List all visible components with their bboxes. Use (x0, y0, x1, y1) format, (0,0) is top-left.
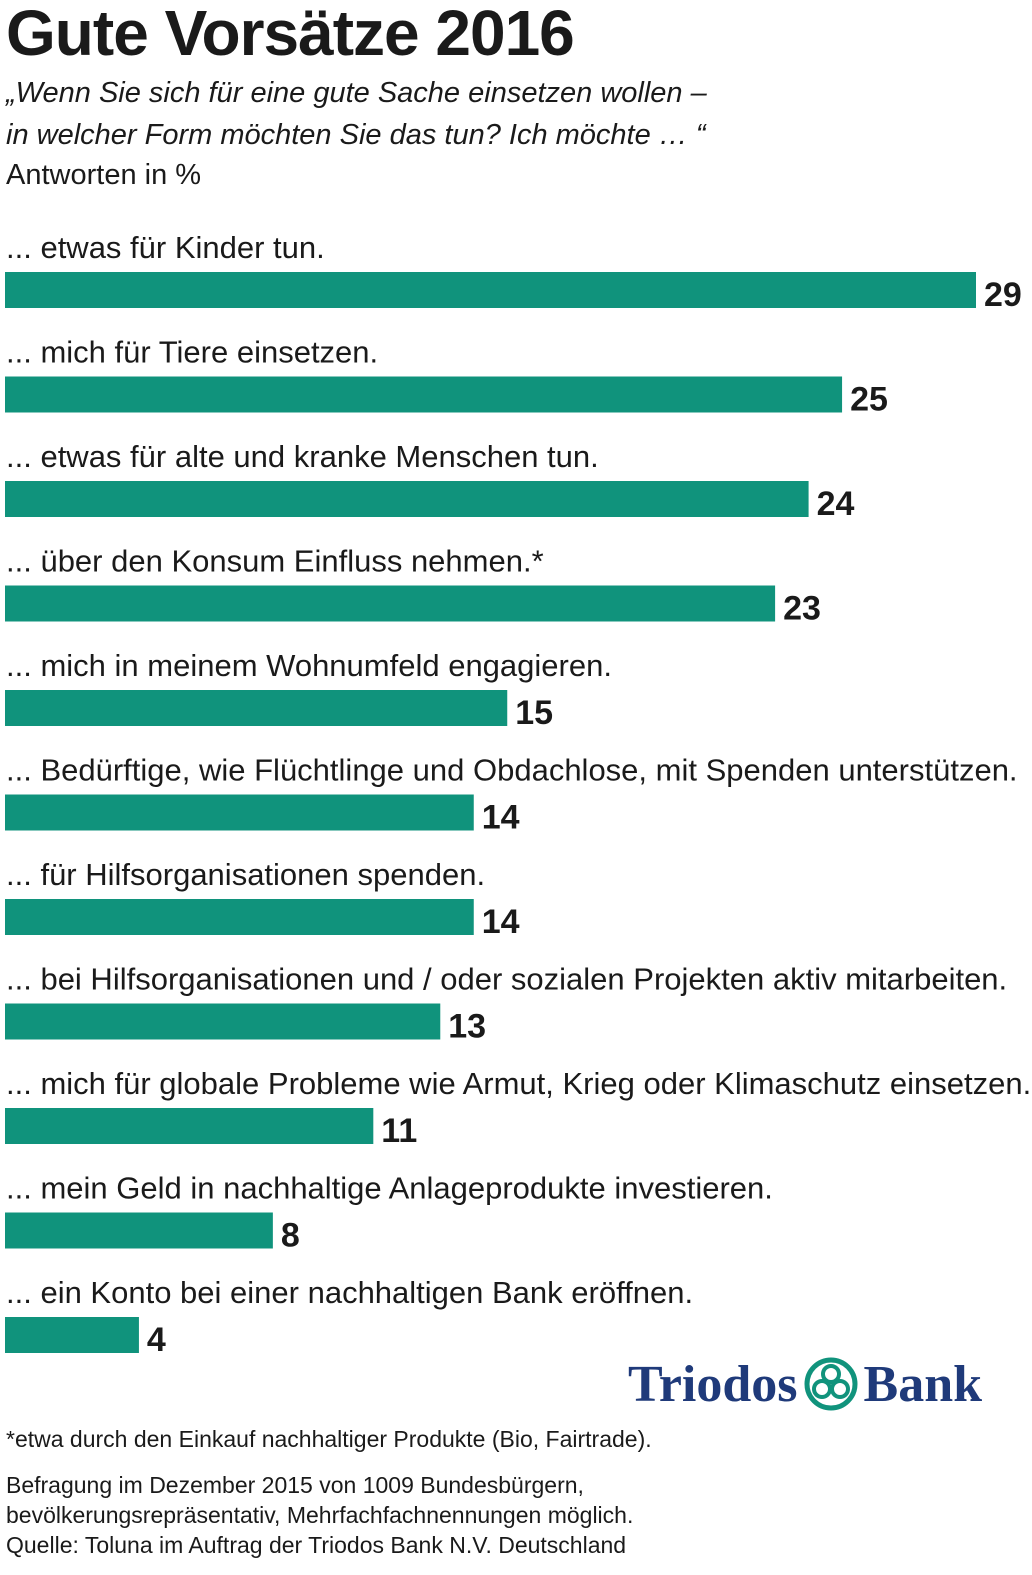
bar-label: ... bei Hilfsorganisationen und / oder s… (6, 962, 1007, 997)
bar (5, 899, 474, 935)
bar (5, 1212, 273, 1249)
bar-label: ... für Hilfsorganisationen spenden. (6, 857, 485, 892)
bar-value-label: 25 (850, 381, 888, 419)
bar-label: ... mich in meinem Wohnumfeld engagieren… (6, 648, 612, 683)
bar-label: ... mich für Tiere einsetzen. (6, 335, 378, 370)
chart-title: Gute Vorsätze 2016 (6, 0, 575, 69)
bar (5, 1003, 441, 1040)
bar (5, 794, 474, 831)
unit-label: Antworten in % (6, 159, 202, 191)
bar (5, 272, 976, 308)
source-line: bevölkerungsrepräsentativ, Mehrfachfachn… (6, 1502, 634, 1528)
bar-value-label: 4 (147, 1321, 166, 1355)
bar-value-label: 14 (482, 799, 520, 837)
bar-label: ... etwas für Kinder tun. (6, 230, 325, 265)
bar-value-label: 15 (515, 694, 553, 732)
triodos-bank-logo: Triodos Bank (628, 1354, 982, 1414)
bar (5, 481, 809, 517)
source-line: Befragung im Dezember 2015 von 1009 Bund… (6, 1472, 584, 1498)
logo-text-right: Bank (863, 1355, 983, 1413)
bar-label: ... mein Geld in nachhaltige Anlageprodu… (6, 1171, 773, 1206)
bar-value-label: 11 (381, 1112, 417, 1150)
bar (5, 585, 776, 622)
bar-label: ... Bedürftige, wie Flüchtlinge und Obda… (6, 753, 1018, 788)
bar-label: ... über den Konsum Einfluss nehmen.* (6, 544, 544, 579)
footnote: *etwa durch den Einkauf nachhaltiger Pro… (6, 1426, 652, 1452)
bar-value-label: 8 (281, 1217, 300, 1255)
logo-text-left: Triodos (628, 1355, 798, 1413)
bar-value-label: 23 (783, 590, 821, 628)
bar-value-label: 29 (984, 276, 1022, 314)
bar-value-label: 24 (817, 485, 855, 523)
bar (5, 376, 843, 413)
bar-label: ... etwas für alte und kranke Menschen t… (6, 439, 599, 474)
bar-chart: ... etwas für Kinder tun. 29 ... mich für … (5, 230, 1031, 1355)
bar (5, 1108, 374, 1144)
source-note: Befragung im Dezember 2015 von 1009 Bund… (6, 1470, 633, 1560)
chart-subtitle: „Wenn Sie sich für eine gute Sache einse… (6, 77, 707, 151)
bar (5, 1317, 139, 1353)
source-line: Quelle: Toluna im Auftrag der Triodos Ba… (6, 1532, 627, 1558)
triodos-mark-icon (804, 1357, 858, 1411)
bar-label: ... ein Konto bei einer nachhaltigen Ban… (6, 1275, 693, 1310)
bar-value-label: 14 (482, 903, 520, 941)
bar-value-label: 13 (448, 1008, 486, 1046)
bar-label: ... mich für globale Probleme wie Armut,… (6, 1066, 1031, 1101)
bar (5, 690, 508, 726)
